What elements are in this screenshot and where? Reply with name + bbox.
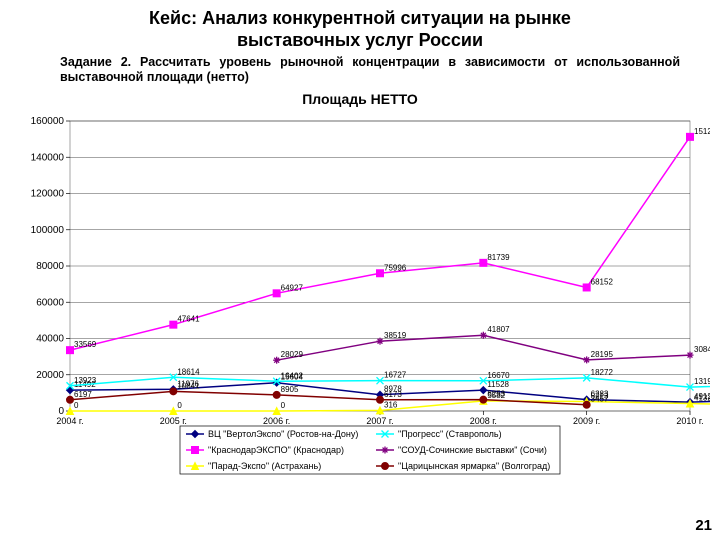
svg-text:11528: 11528 bbox=[487, 380, 509, 389]
title-line-1: Кейс: Анализ конкурентной ситуации на ры… bbox=[149, 8, 571, 28]
svg-text:6253: 6253 bbox=[487, 390, 505, 399]
svg-text:47641: 47641 bbox=[177, 315, 200, 324]
svg-text:"СОУД-Сочинские выставки" (Соч: "СОУД-Сочинские выставки" (Сочи) bbox=[398, 445, 547, 455]
svg-text:2007 г.: 2007 г. bbox=[366, 416, 393, 426]
svg-text:13194: 13194 bbox=[694, 377, 710, 386]
svg-text:16727: 16727 bbox=[384, 371, 407, 380]
svg-text:41807: 41807 bbox=[487, 325, 510, 334]
title-line-2: выставочных услуг России bbox=[237, 30, 483, 50]
svg-text:2006 г.: 2006 г. bbox=[263, 416, 290, 426]
svg-text:0: 0 bbox=[177, 401, 182, 410]
svg-text:2008 г.: 2008 г. bbox=[470, 416, 497, 426]
svg-text:2004 г.: 2004 г. bbox=[56, 416, 83, 426]
svg-text:ВЦ "ВертолЭкспо" (Ростов-на-До: ВЦ "ВертолЭкспо" (Ростов-на-Дону) bbox=[208, 429, 358, 439]
svg-text:3457: 3457 bbox=[591, 395, 609, 404]
svg-text:10841: 10841 bbox=[177, 382, 200, 391]
svg-text:18614: 18614 bbox=[177, 367, 200, 376]
svg-text:6173: 6173 bbox=[384, 390, 402, 399]
svg-text:28195: 28195 bbox=[591, 350, 614, 359]
svg-text:"Прогресс" (Ставрополь): "Прогресс" (Ставрополь) bbox=[398, 429, 502, 439]
svg-text:2009 г.: 2009 г. bbox=[573, 416, 600, 426]
svg-text:0: 0 bbox=[74, 401, 79, 410]
svg-text:4132: 4132 bbox=[694, 394, 710, 403]
svg-text:"Царицынская ярмарка" (Волгогр: "Царицынская ярмарка" (Волгоград) bbox=[398, 461, 550, 471]
svg-text:18272: 18272 bbox=[591, 368, 614, 377]
svg-text:120000: 120000 bbox=[31, 189, 65, 200]
svg-text:33569: 33569 bbox=[74, 340, 97, 349]
svg-text:60000: 60000 bbox=[36, 297, 64, 308]
svg-text:140000: 140000 bbox=[31, 152, 65, 163]
svg-text:0: 0 bbox=[281, 401, 286, 410]
svg-text:8905: 8905 bbox=[281, 385, 299, 394]
svg-text:151252: 151252 bbox=[694, 127, 710, 136]
svg-text:"Парад-Экспо" (Астрахань): "Парад-Экспо" (Астрахань) bbox=[208, 461, 321, 471]
svg-text:30847: 30847 bbox=[694, 345, 710, 354]
svg-text:28029: 28029 bbox=[281, 350, 304, 359]
chart-svg: 0 20000 40000 60000 80000 100000 120000 140000 1… bbox=[10, 111, 710, 501]
svg-text:2005 г.: 2005 г. bbox=[160, 416, 187, 426]
task-text: Задание 2. Рассчитать уровень рыночной к… bbox=[60, 55, 680, 85]
svg-text:316: 316 bbox=[384, 401, 398, 410]
svg-text:68152: 68152 bbox=[591, 278, 614, 287]
svg-text:20000: 20000 bbox=[36, 370, 64, 381]
svg-text:6197: 6197 bbox=[74, 390, 92, 399]
svg-text:75996: 75996 bbox=[384, 263, 407, 272]
chart-container: 0 20000 40000 60000 80000 100000 120000 140000 1… bbox=[10, 111, 710, 501]
page-title: Кейс: Анализ конкурентной ситуации на ры… bbox=[40, 8, 680, 51]
svg-text:38519: 38519 bbox=[384, 331, 407, 340]
svg-text:40000: 40000 bbox=[36, 334, 64, 345]
page-number: 21 bbox=[695, 517, 712, 534]
svg-text:100000: 100000 bbox=[31, 225, 65, 236]
svg-text:81739: 81739 bbox=[487, 253, 510, 262]
svg-text:16670: 16670 bbox=[487, 371, 510, 380]
svg-text:80000: 80000 bbox=[36, 261, 64, 272]
svg-text:64927: 64927 bbox=[281, 284, 304, 293]
chart-title: Площадь НЕТТО bbox=[0, 91, 720, 107]
svg-text:13923: 13923 bbox=[74, 376, 97, 385]
svg-text:160000: 160000 bbox=[31, 116, 65, 127]
svg-text:2010 г.: 2010 г. bbox=[676, 416, 703, 426]
svg-text:"КраснодарЭКСПО" (Краснодар): "КраснодарЭКСПО" (Краснодар) bbox=[208, 445, 344, 455]
svg-text:16402: 16402 bbox=[281, 371, 304, 380]
